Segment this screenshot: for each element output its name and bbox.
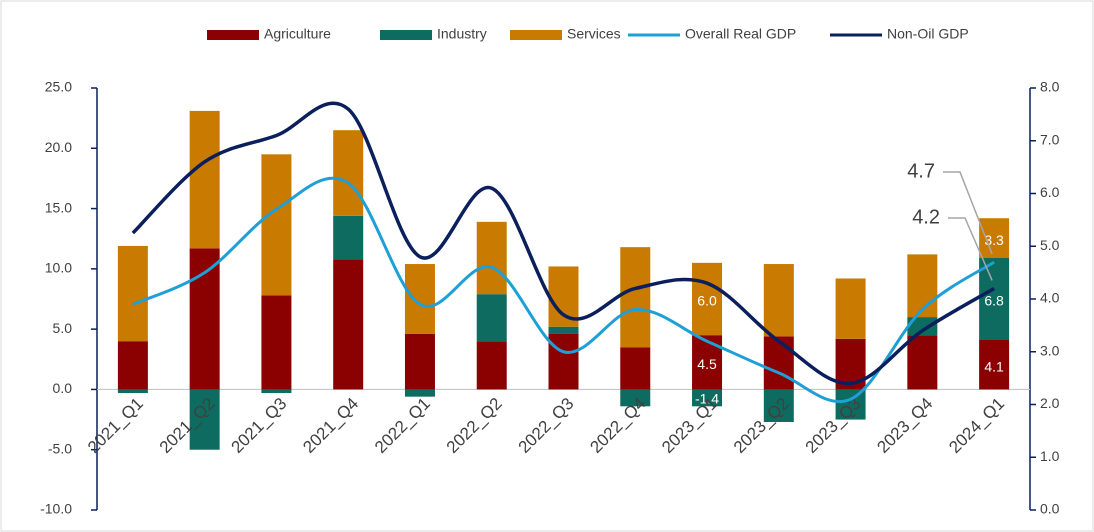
bar	[261, 295, 292, 390]
bar	[189, 110, 220, 249]
bar	[763, 336, 794, 390]
bar	[548, 326, 579, 334]
bar	[261, 389, 292, 394]
data-label: 4.1	[984, 358, 1004, 374]
bar	[476, 341, 507, 390]
annotation: 4.2	[912, 206, 940, 228]
bar	[763, 389, 794, 422]
legend-label: Non-Oil GDP	[887, 26, 969, 42]
y-tick-label: 10.0	[45, 260, 72, 276]
bar	[835, 278, 866, 339]
data-label: 6.0	[697, 293, 717, 309]
bar	[333, 259, 364, 390]
data-label: -1.4	[695, 391, 719, 407]
bar	[404, 264, 435, 334]
bar	[907, 254, 938, 318]
bar	[835, 389, 866, 420]
bar	[404, 389, 435, 397]
y-tick-label: 20.0	[45, 139, 72, 155]
data-label: 4.5	[697, 356, 717, 372]
bar	[117, 389, 148, 394]
bar	[979, 258, 1010, 340]
bar	[476, 221, 507, 295]
leader-line	[948, 217, 993, 281]
y-tick-label: 0.0	[53, 380, 73, 396]
y2-tick-label: 3.0	[1040, 342, 1060, 358]
annotation: 4.7	[907, 160, 935, 182]
y2-tick-label: 4.0	[1040, 290, 1060, 306]
y2-tick-label: 6.0	[1040, 184, 1060, 200]
y-tick-label: -10.0	[40, 501, 72, 517]
leader-line	[943, 171, 993, 255]
bar	[117, 245, 148, 342]
legend-swatch	[510, 30, 562, 40]
y2-tick-label: 2.0	[1040, 395, 1060, 411]
legend-label: Industry	[437, 26, 487, 42]
bar	[763, 264, 794, 337]
legend-label: Agriculture	[264, 26, 331, 42]
data-label: 3.3	[984, 232, 1004, 248]
legend-swatch	[207, 30, 259, 40]
y2-tick-label: 1.0	[1040, 448, 1060, 464]
y-tick-label: 25.0	[45, 79, 72, 95]
bar	[476, 294, 507, 342]
bar	[620, 347, 651, 390]
legend-label: Overall Real GDP	[685, 26, 796, 42]
data-label: 6.8	[984, 293, 1004, 309]
y2-tick-label: 0.0	[1040, 501, 1060, 517]
bar	[907, 317, 938, 336]
bar	[620, 389, 651, 407]
bar	[620, 247, 651, 348]
bar	[189, 389, 220, 450]
bar	[261, 154, 292, 296]
bar	[117, 341, 148, 390]
line	[132, 176, 995, 403]
y-tick-label: 5.0	[53, 320, 73, 336]
bar	[692, 262, 723, 336]
y2-tick-label: 7.0	[1040, 131, 1060, 147]
bar	[548, 333, 579, 390]
y2-tick-label: 8.0	[1040, 79, 1060, 95]
bar	[404, 333, 435, 390]
y2-tick-label: 5.0	[1040, 237, 1060, 253]
legend-swatch	[380, 30, 432, 40]
y-tick-label: 15.0	[45, 199, 72, 215]
bar	[979, 218, 1010, 259]
bar	[333, 215, 364, 260]
bar	[692, 389, 723, 407]
bar	[979, 339, 1010, 390]
bar	[189, 248, 220, 390]
line	[131, 101, 996, 386]
bar	[333, 130, 364, 216]
bar	[907, 335, 938, 390]
y-tick-label: -5.0	[48, 440, 72, 456]
legend-label: Services	[567, 26, 621, 42]
